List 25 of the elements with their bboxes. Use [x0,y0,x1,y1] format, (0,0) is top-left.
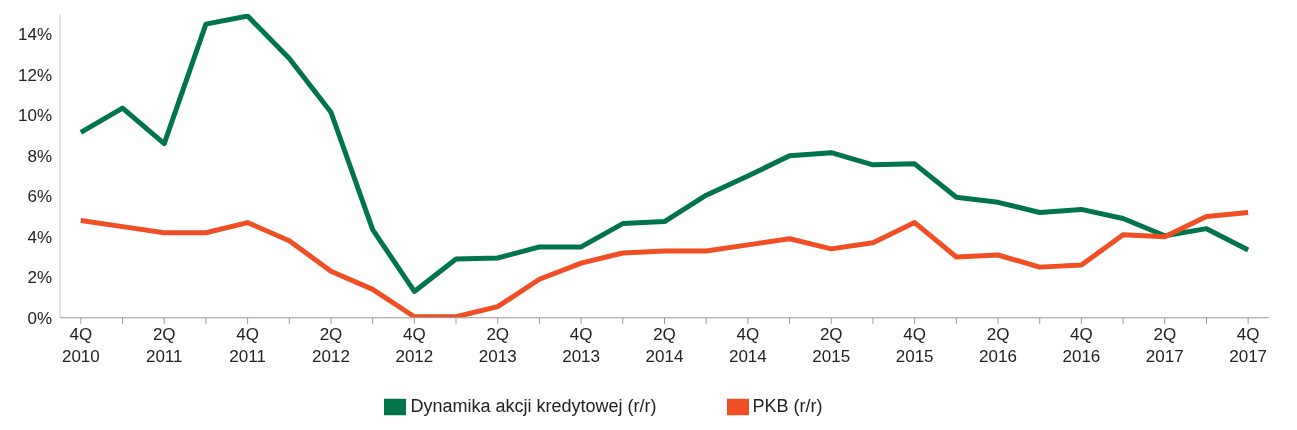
x-tick-label: 2Q 2013 [478,324,517,366]
x-tick-label: 4Q 2010 [61,324,100,366]
x-tick-label: 2Q 2015 [812,324,851,366]
x-tick-label: 2Q 2014 [645,324,684,366]
x-tick-label: 4Q 2014 [728,324,767,366]
x-tick-label: 4Q 2012 [395,324,434,366]
legend-label: Dynamika akcji kredytowej (r/r) [410,395,657,416]
legend-label: PKB (r/r) [752,395,823,416]
y-tick-label: 8% [27,146,52,166]
y-tick-label: 0% [27,308,52,328]
y-tick-label: 2% [27,268,52,288]
y-tick-label: 12% [17,65,52,85]
x-tick-label: 2Q 2017 [1145,324,1184,366]
y-tick-label: 4% [27,227,52,247]
x-tick-label: 4Q 2015 [895,324,934,366]
x-tick-label: 2Q 2016 [979,324,1017,366]
x-tick-label: 2Q 2011 [145,324,183,366]
x-tick-label: 4Q 2016 [1062,324,1101,366]
x-tick-label: 4Q 2013 [562,324,601,366]
y-tick-label: 14% [17,25,52,45]
y-tick-label: 10% [17,106,52,126]
x-tick-label: 4Q 2011 [229,324,266,366]
y-tick-label: 6% [27,187,52,207]
x-tick-label: 4Q 2017 [1229,324,1268,366]
x-tick-label: 2Q 2012 [312,324,350,366]
